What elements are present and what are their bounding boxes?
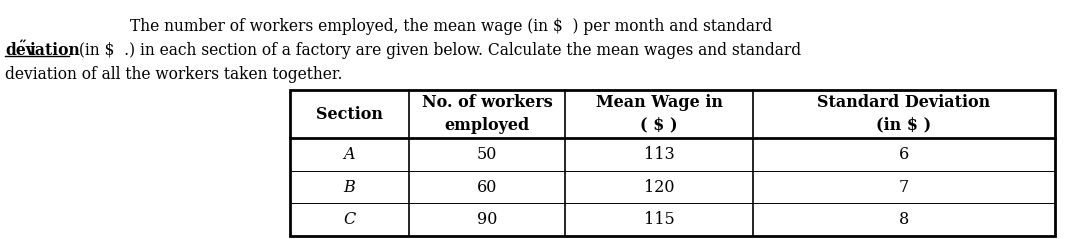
Bar [291,90,1055,236]
Text: iation: iation [30,42,81,59]
Text: 90: 90 [476,211,497,228]
Text: 8: 8 [899,211,909,228]
Text: 60: 60 [476,179,497,196]
Text: Mean Wage in
( $ ): Mean Wage in ( $ ) [595,94,723,134]
Text: deviation of all the workers taken together.: deviation of all the workers taken toget… [5,66,342,83]
Text: No. of workers
employed: No. of workers employed [421,94,552,134]
Text: 50: 50 [476,146,497,163]
Text: The number of workers employed, the mean wage (in $  ) per month and standard: The number of workers employed, the mean… [130,18,772,35]
Text: (in $  .) in each section of a factory are given below. Calculate the mean wages: (in $ .) in each section of a factory ar… [75,42,801,59]
Text: 7: 7 [899,179,909,196]
Text: 113: 113 [644,146,675,163]
Text: 115: 115 [644,211,675,228]
Text: 120: 120 [644,179,674,196]
Text: A: A [343,146,355,163]
Text: Section: Section [315,105,382,123]
Text: Standard Deviation
(in $ ): Standard Deviation (in $ ) [818,94,990,134]
Text: 6: 6 [899,146,909,163]
Text: C: C [343,211,355,228]
Text: B: B [343,179,355,196]
Text: dev: dev [5,42,35,59]
